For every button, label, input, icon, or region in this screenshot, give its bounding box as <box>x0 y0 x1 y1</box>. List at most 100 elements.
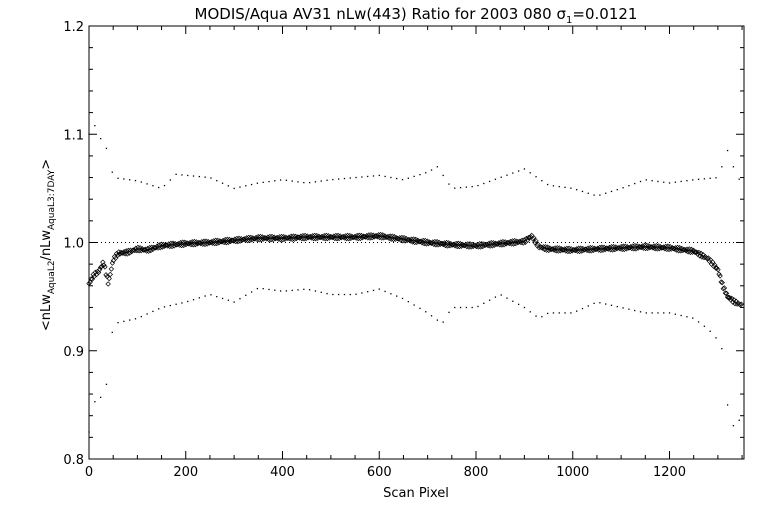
upper-bound-point <box>454 187 456 189</box>
mean-ratio-point <box>190 242 196 248</box>
mean-ratio-point <box>691 249 698 255</box>
mean-ratio-point <box>112 255 119 261</box>
mean-ratio-point <box>173 242 179 248</box>
lower-bound-point <box>111 331 113 334</box>
lower-bound-point <box>256 287 259 290</box>
lower-bound-point <box>721 347 723 350</box>
mean-ratio-point <box>107 271 113 278</box>
lower-bound-point <box>686 316 688 318</box>
mean-ratio-point <box>573 246 580 252</box>
upper-bound-point <box>419 173 421 176</box>
upper-bound-point <box>738 178 740 180</box>
lower-bound-point <box>332 293 334 296</box>
upper-bound-point <box>105 147 108 150</box>
upper-bound-point <box>721 166 723 168</box>
lower-bound-point <box>512 300 514 302</box>
mean-ratio-point <box>202 241 208 248</box>
mean-ratio-point <box>540 244 547 250</box>
upper-bound-point <box>221 182 224 184</box>
mean-ratio-point <box>486 240 492 246</box>
mean-ratio-point <box>301 236 307 242</box>
lower-bound-point <box>529 311 531 313</box>
upper-bound-point <box>546 183 549 186</box>
lower-bound-point <box>314 290 317 292</box>
mean-ratio-point <box>637 244 643 250</box>
y-tick-label: 0.8 <box>63 453 84 468</box>
upper-bound-point <box>517 170 520 172</box>
upper-bound-point <box>529 172 531 174</box>
upper-bound-point <box>361 176 363 178</box>
upper-bound-point <box>500 176 502 178</box>
upper-bound-point <box>187 174 189 177</box>
lower-bound-point <box>390 293 392 295</box>
mean-ratio-point <box>133 245 139 252</box>
mean-ratio-point <box>722 290 729 296</box>
upper-bound-point <box>477 184 479 187</box>
lower-bound-point <box>680 314 682 317</box>
lower-bound-point <box>610 304 613 306</box>
mean-ratio-point <box>619 246 625 253</box>
mean-ratio-point <box>244 237 251 244</box>
mean-ratio-point <box>167 243 173 250</box>
mean-ratio-point <box>499 242 505 248</box>
mean-ratio-point <box>609 247 616 253</box>
upper-bound-point <box>558 185 560 188</box>
upper-bound-point <box>488 180 491 183</box>
upper-bound-point <box>152 185 154 187</box>
mean-ratio-point <box>585 245 591 251</box>
upper-bound-point <box>628 185 630 187</box>
mean-ratio-point <box>474 241 481 248</box>
lower-bound-point <box>605 303 607 305</box>
mean-ratio-point <box>421 240 427 247</box>
upper-bound-point <box>587 192 589 194</box>
upper-bound-point <box>703 178 706 180</box>
mean-ratio-point <box>553 248 559 254</box>
lower-bound-point <box>715 337 717 339</box>
y-tick-label: 1.2 <box>63 20 84 35</box>
upper-bound-point <box>442 174 444 177</box>
upper-bound-point <box>541 179 543 182</box>
upper-bound-point <box>616 188 618 191</box>
mean-ratio-point <box>350 234 356 241</box>
lower-bound-point <box>558 312 560 314</box>
lower-bound-point <box>703 325 706 327</box>
mean-ratio-point <box>520 240 526 246</box>
mean-ratio-point <box>532 239 538 246</box>
lower-bound-point <box>709 330 711 332</box>
mean-ratio-point <box>449 242 455 248</box>
lower-bound-point <box>349 293 351 296</box>
upper-bound-point <box>320 180 322 182</box>
lower-bound-point <box>552 312 555 314</box>
upper-bound-point <box>175 173 177 176</box>
mean-ratio-point <box>155 245 161 251</box>
mean-ratio-point <box>734 301 740 307</box>
mean-ratio-point <box>343 235 350 242</box>
plot-area: 0 200 400 600 800 1000 1200 0.8 0.9 1.0 1.1 1.2 <box>63 20 745 480</box>
mean-ratio-point <box>98 264 104 271</box>
lower-bound-point <box>239 298 241 300</box>
lower-bound-point <box>430 315 433 317</box>
mean-ratio-point <box>119 250 125 256</box>
mean-ratio-point <box>233 238 239 245</box>
lower-bound-point <box>361 292 363 294</box>
mean-ratio-point <box>416 239 422 245</box>
lower-bound-point <box>384 290 386 293</box>
mean-ratio-point <box>115 252 121 258</box>
upper-bound-point <box>430 169 433 171</box>
lower-bound-point <box>413 304 415 306</box>
lower-bound-point <box>152 310 154 313</box>
mean-ratio-point <box>101 262 107 268</box>
upper-bound-point <box>610 190 613 193</box>
upper-bound-point <box>686 180 688 182</box>
mean-ratio-point <box>284 235 290 241</box>
mean-ratio-point <box>672 245 679 251</box>
lower-bound-point <box>535 315 537 317</box>
lower-bound-point <box>500 294 502 296</box>
mean-ratio-point <box>251 236 257 242</box>
lower-bound-point <box>187 300 189 303</box>
lower-bound-point <box>419 307 421 310</box>
lower-bound-point <box>506 297 508 299</box>
mean-ratio-point <box>102 264 108 270</box>
upper-bound-point <box>285 179 288 181</box>
y-tick-label: 0.9 <box>63 345 84 360</box>
